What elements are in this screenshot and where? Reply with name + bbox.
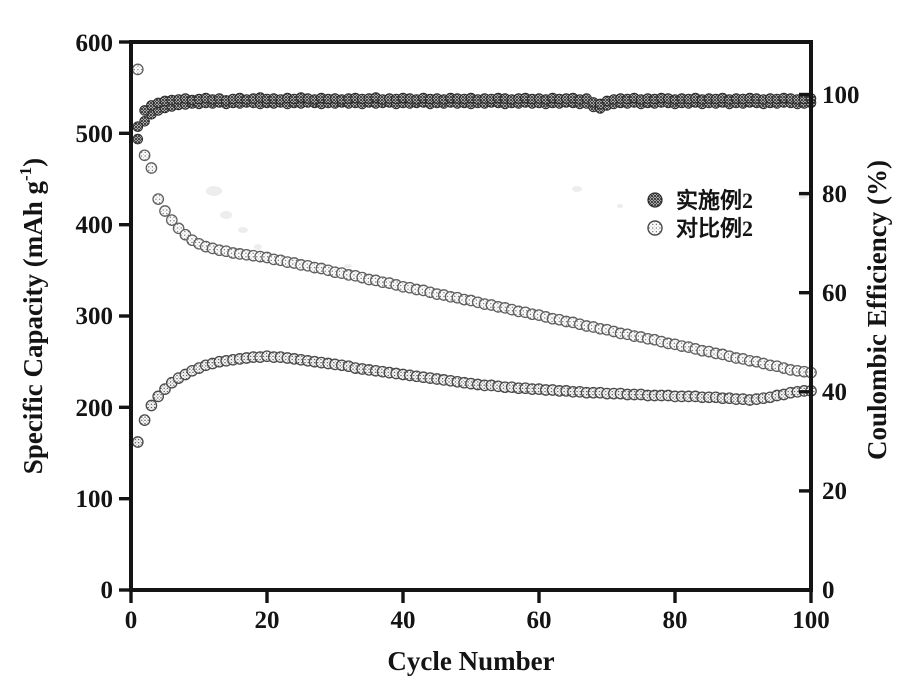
legend-label-comparative2: 对比例2 [676,216,753,241]
example2-marker-icon [647,192,663,208]
legend-label-example2: 实施例2 [676,188,753,213]
legend-item-example2: 实施例2 [647,188,753,213]
comparative2-marker-icon [647,220,663,236]
x-tick-0: 0 [125,607,138,634]
data-point-comparative2-capacity [138,149,151,162]
left-tick-600: 600 [76,30,114,57]
x-axis-tick-labels: 0 20 40 60 80 100 [125,607,830,634]
x-tick-60: 60 [527,607,552,634]
right-tick-0: 0 [822,577,835,604]
legend-item-comparative2: 对比例2 [647,216,753,241]
x-tick-40: 40 [391,607,416,634]
left-tick-0: 0 [101,577,114,604]
right-tick-80: 80 [822,181,847,208]
data-point-example2-capacity [145,399,158,412]
data-point-comparative2-capacity [152,193,165,205]
data-point-example2-capacity [138,414,151,426]
left-tick-300: 300 [76,303,114,330]
left-tick-100: 100 [76,486,114,513]
data-point-comparative2-capacity [159,205,171,217]
data-point-comparative2-efficiency [139,116,150,127]
right-y-axis-title: Coulombic Efficiency (%) [862,160,892,460]
left-tick-500: 500 [76,121,114,148]
series-comparative2-capacity [131,63,817,379]
data-point-comparative2-capacity [145,162,158,174]
data-point-comparative2-efficiency [132,133,144,145]
left-axis-tick-labels: 600 500 400 300 200 100 0 [76,30,114,604]
series-example2-efficiency [132,92,817,132]
left-axis-ticks [119,40,131,592]
x-axis-title: Cycle Number [387,646,554,676]
data-point-example2-capacity [152,390,165,403]
right-axis-tick-labels: 100 80 60 40 20 0 [822,82,860,604]
x-tick-80: 80 [663,607,688,634]
x-tick-100: 100 [792,607,830,634]
plot-frame [129,40,813,592]
right-tick-20: 20 [822,478,847,505]
right-tick-40: 40 [822,379,847,406]
data-point-comparative2-capacity [131,63,144,76]
right-axis-ticks [799,92,811,493]
data-point-comparative2-capacity [165,214,178,226]
left-tick-400: 400 [76,212,114,239]
left-tick-200: 200 [76,395,114,422]
x-axis-ticks [129,590,813,603]
legend: 实施例2 对比例2 [647,188,753,241]
data-point-example2-capacity [131,436,144,448]
series-example2-capacity [131,350,817,448]
series-comparative2-efficiency [132,97,817,145]
left-y-axis-title: Specific Capacity (mAh g-1) [16,158,48,474]
x-tick-20: 20 [255,607,280,634]
right-tick-100: 100 [822,82,860,109]
right-tick-60: 60 [822,280,847,307]
data-point-example2-efficiency [132,121,144,132]
